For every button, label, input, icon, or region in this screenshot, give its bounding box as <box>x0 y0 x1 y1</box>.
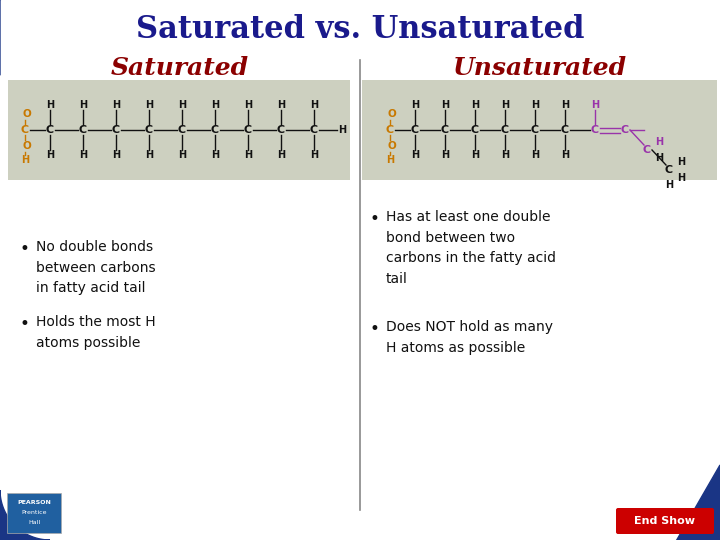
Text: H: H <box>677 173 685 183</box>
Text: H: H <box>531 100 539 110</box>
Text: H: H <box>244 150 252 160</box>
Text: C: C <box>112 125 120 135</box>
Text: H: H <box>411 150 419 160</box>
Text: Saturated vs. Unsaturated: Saturated vs. Unsaturated <box>136 15 584 45</box>
Text: C: C <box>531 125 539 135</box>
Text: H: H <box>46 150 54 160</box>
Text: C: C <box>411 125 419 135</box>
Text: H: H <box>79 100 87 110</box>
Text: C: C <box>46 125 54 135</box>
Text: C: C <box>643 145 651 155</box>
Text: H: H <box>501 100 509 110</box>
Text: H: H <box>79 150 87 160</box>
Text: H: H <box>677 157 685 167</box>
Text: H: H <box>441 150 449 160</box>
Text: Holds the most H
atoms possible: Holds the most H atoms possible <box>36 315 156 349</box>
Text: C: C <box>665 165 673 175</box>
Text: PEARSON: PEARSON <box>17 500 51 504</box>
Text: H: H <box>655 137 663 147</box>
Text: C: C <box>501 125 509 135</box>
Text: •: • <box>370 210 380 228</box>
Text: End Show: End Show <box>634 516 696 526</box>
Text: H: H <box>178 150 186 160</box>
Text: H: H <box>244 100 252 110</box>
Polygon shape <box>645 465 720 540</box>
Text: H: H <box>145 150 153 160</box>
Polygon shape <box>0 490 50 540</box>
Text: H: H <box>665 180 673 190</box>
FancyBboxPatch shape <box>362 80 717 180</box>
Text: C: C <box>310 125 318 135</box>
Text: H: H <box>277 100 285 110</box>
Text: H: H <box>211 100 219 110</box>
Polygon shape <box>0 0 75 75</box>
Text: C: C <box>591 125 599 135</box>
Text: H: H <box>655 153 663 163</box>
Text: C: C <box>244 125 252 135</box>
Text: No double bonds
between carbons
in fatty acid tail: No double bonds between carbons in fatty… <box>36 240 156 295</box>
FancyBboxPatch shape <box>616 508 714 534</box>
Text: C: C <box>561 125 569 135</box>
Text: O: O <box>22 109 32 119</box>
Text: H: H <box>441 100 449 110</box>
Text: H: H <box>310 100 318 110</box>
Text: H: H <box>211 150 219 160</box>
Text: O: O <box>387 141 397 151</box>
Text: H: H <box>277 150 285 160</box>
Text: H: H <box>46 100 54 110</box>
Text: H: H <box>112 100 120 110</box>
Text: C: C <box>386 125 394 135</box>
Text: H: H <box>561 100 569 110</box>
Text: Unsaturated: Unsaturated <box>453 56 627 80</box>
Text: C: C <box>145 125 153 135</box>
Text: H: H <box>501 150 509 160</box>
Text: H: H <box>112 150 120 160</box>
FancyBboxPatch shape <box>7 493 61 533</box>
Text: H: H <box>591 100 599 110</box>
Text: H: H <box>411 100 419 110</box>
Text: C: C <box>211 125 219 135</box>
Text: Saturated: Saturated <box>111 56 249 80</box>
Text: O: O <box>22 141 32 151</box>
Text: •: • <box>20 315 30 333</box>
Text: C: C <box>79 125 87 135</box>
FancyBboxPatch shape <box>8 80 350 180</box>
Text: H: H <box>310 150 318 160</box>
Text: C: C <box>178 125 186 135</box>
Text: •: • <box>20 240 30 258</box>
Text: Prentice: Prentice <box>22 510 47 515</box>
Text: Hall: Hall <box>28 519 40 524</box>
Text: C: C <box>441 125 449 135</box>
Text: H: H <box>338 125 346 135</box>
Text: C: C <box>277 125 285 135</box>
Text: •: • <box>370 320 380 338</box>
Text: H: H <box>145 100 153 110</box>
Text: Slide
16 of 37: Slide 16 of 37 <box>652 502 690 522</box>
Text: H: H <box>561 150 569 160</box>
Text: C: C <box>621 125 629 135</box>
Text: C: C <box>21 125 29 135</box>
Text: H: H <box>531 150 539 160</box>
Text: C: C <box>471 125 479 135</box>
Text: Has at least one double
bond between two
carbons in the fatty acid
tail: Has at least one double bond between two… <box>386 210 556 286</box>
Text: H: H <box>471 150 479 160</box>
Text: O: O <box>387 109 397 119</box>
Text: H: H <box>178 100 186 110</box>
Text: H: H <box>471 100 479 110</box>
Text: H: H <box>386 155 394 165</box>
Text: H: H <box>21 155 29 165</box>
Text: Does NOT hold as many
H atoms as possible: Does NOT hold as many H atoms as possibl… <box>386 320 553 355</box>
